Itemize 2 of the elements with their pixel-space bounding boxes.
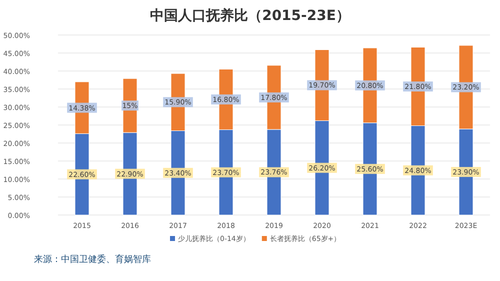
source-note: 来源：中国卫健委、育娲智库	[34, 254, 151, 265]
chart-title: 中国人口抚养比（2015-23E）	[150, 7, 350, 24]
